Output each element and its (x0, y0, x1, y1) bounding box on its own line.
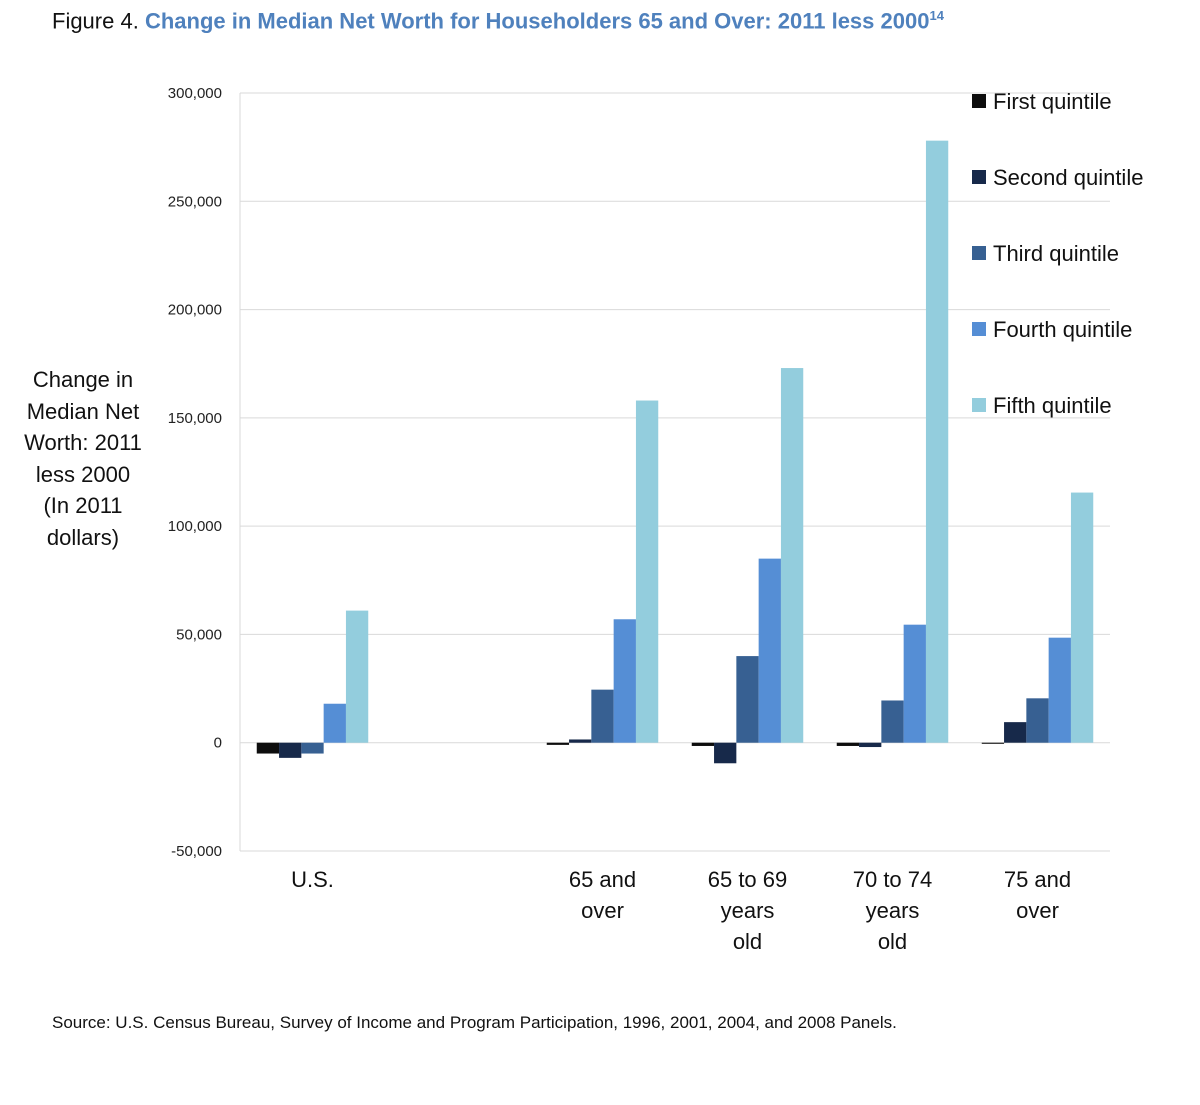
legend-label: Second quintile (993, 165, 1143, 190)
bar (714, 742, 737, 764)
y-tick-label: 50,000 (176, 626, 222, 643)
y-tick-label: -50,000 (171, 843, 222, 860)
bar (925, 140, 949, 743)
footnote-marker: 14 (929, 8, 944, 23)
x-category-label: years (866, 898, 920, 923)
x-category-label: U.S. (291, 867, 334, 892)
legend-label: Fourth quintile (993, 317, 1132, 342)
y-axis-title-line: less 2000 (35, 461, 131, 487)
y-tick-label: 100,000 (168, 518, 222, 535)
bar (301, 742, 324, 754)
bar (691, 742, 715, 746)
figure-label: Figure 4. (52, 8, 139, 34)
bar (859, 742, 882, 748)
bar (279, 742, 302, 758)
y-axis-title-line: dollars) (46, 524, 120, 550)
y-axis-title-line: Median Net (26, 398, 140, 424)
y-tick-label: 300,000 (168, 85, 222, 102)
legend-label: First quintile (993, 89, 1112, 114)
y-tick-label: 0 (214, 735, 222, 752)
legend-label: Third quintile (993, 241, 1119, 266)
bar (613, 619, 636, 743)
legend-swatch (972, 246, 986, 260)
legend-swatch (972, 398, 986, 412)
y-axis-title-line: Change in (32, 367, 134, 392)
bar (780, 368, 804, 743)
bar (1026, 698, 1049, 743)
bar (345, 610, 369, 743)
bar (1048, 637, 1071, 743)
x-category-label: 75 and (1004, 867, 1071, 892)
x-category-label: old (733, 929, 762, 954)
bar (1070, 492, 1094, 743)
bar (881, 700, 904, 743)
y-axis-title: Change in Median Net Worth: 2011 less 2000 (… (8, 364, 158, 553)
figure-title: Figure 4. Change in Median Net Worth for… (52, 8, 944, 34)
x-category-label: years (721, 898, 775, 923)
x-category-label: 70 to 74 (853, 867, 933, 892)
bar (758, 558, 781, 743)
source-note: Source: U.S. Census Bureau, Survey of In… (52, 1013, 897, 1032)
bar (323, 703, 346, 743)
bar (836, 742, 860, 746)
bar (635, 400, 659, 743)
x-category-label: over (1016, 898, 1059, 923)
x-category-label: over (581, 898, 624, 923)
figure-title-text: Change in Median Net Worth for Household… (144, 8, 930, 34)
x-category-label: 65 to 69 (708, 867, 788, 892)
y-tick-label: 250,000 (168, 193, 222, 210)
y-tick-label: 150,000 (168, 410, 222, 427)
bar (981, 742, 1005, 744)
bar (569, 739, 592, 743)
y-axis-title-line: (In 2011 (43, 493, 123, 518)
legend-swatch (972, 94, 986, 108)
bar (903, 624, 926, 743)
x-category-label: 65 and (569, 867, 636, 892)
bar (591, 689, 614, 743)
bar (736, 656, 759, 743)
bar-chart: 300,000 250,000 200,000 150,000 100,000 50,00… (168, 85, 1144, 954)
bar (256, 742, 280, 754)
y-tick-label: 200,000 (168, 302, 222, 319)
legend-swatch (972, 322, 986, 336)
x-category-label: old (878, 929, 907, 954)
legend-swatch (972, 170, 986, 184)
bar (546, 742, 570, 745)
bar (1004, 722, 1027, 743)
legend-label: Fifth quintile (993, 393, 1112, 418)
y-axis-title-line: Worth: 2011 (24, 430, 142, 455)
